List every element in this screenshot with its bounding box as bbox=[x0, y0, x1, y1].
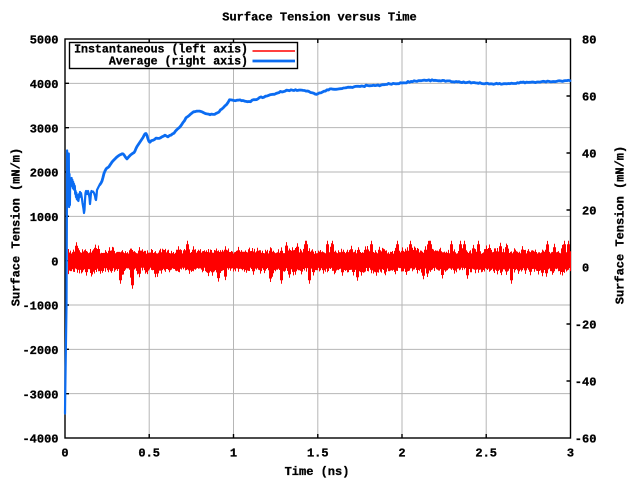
svg-text:5000: 5000 bbox=[30, 34, 59, 48]
svg-text:80: 80 bbox=[582, 34, 596, 48]
svg-text:2: 2 bbox=[398, 447, 405, 461]
svg-text:Time (ns): Time (ns) bbox=[285, 465, 350, 479]
svg-text:-3000: -3000 bbox=[22, 388, 58, 402]
svg-text:Surface Tension (mN/m): Surface Tension (mN/m) bbox=[614, 146, 628, 304]
svg-text:Instantaneous (left axis): Instantaneous (left axis) bbox=[74, 44, 248, 57]
svg-text:0: 0 bbox=[61, 447, 68, 461]
svg-text:-20: -20 bbox=[575, 319, 597, 333]
svg-text:-60: -60 bbox=[575, 433, 597, 447]
svg-text:Surface Tension versus Time: Surface Tension versus Time bbox=[222, 11, 416, 25]
svg-text:0: 0 bbox=[51, 255, 58, 269]
svg-text:1: 1 bbox=[230, 447, 237, 461]
svg-text:-4000: -4000 bbox=[22, 433, 58, 447]
svg-text:-1000: -1000 bbox=[22, 300, 58, 314]
svg-text:60: 60 bbox=[582, 91, 596, 105]
svg-text:3000: 3000 bbox=[30, 122, 59, 136]
svg-text:2.5: 2.5 bbox=[475, 447, 497, 461]
svg-text:3: 3 bbox=[567, 447, 574, 461]
svg-text:4000: 4000 bbox=[30, 78, 59, 92]
svg-text:20: 20 bbox=[582, 205, 596, 219]
svg-text:1.5: 1.5 bbox=[307, 447, 329, 461]
svg-text:Surface Tension (mN/m): Surface Tension (mN/m) bbox=[10, 148, 24, 306]
svg-text:0.5: 0.5 bbox=[138, 447, 160, 461]
svg-text:Average (right axis): Average (right axis) bbox=[109, 55, 248, 68]
svg-text:2000: 2000 bbox=[30, 167, 59, 181]
svg-text:-2000: -2000 bbox=[22, 344, 58, 358]
svg-text:-40: -40 bbox=[575, 376, 597, 390]
svg-text:1000: 1000 bbox=[30, 211, 59, 225]
svg-text:40: 40 bbox=[582, 148, 596, 162]
svg-text:0: 0 bbox=[582, 262, 589, 276]
